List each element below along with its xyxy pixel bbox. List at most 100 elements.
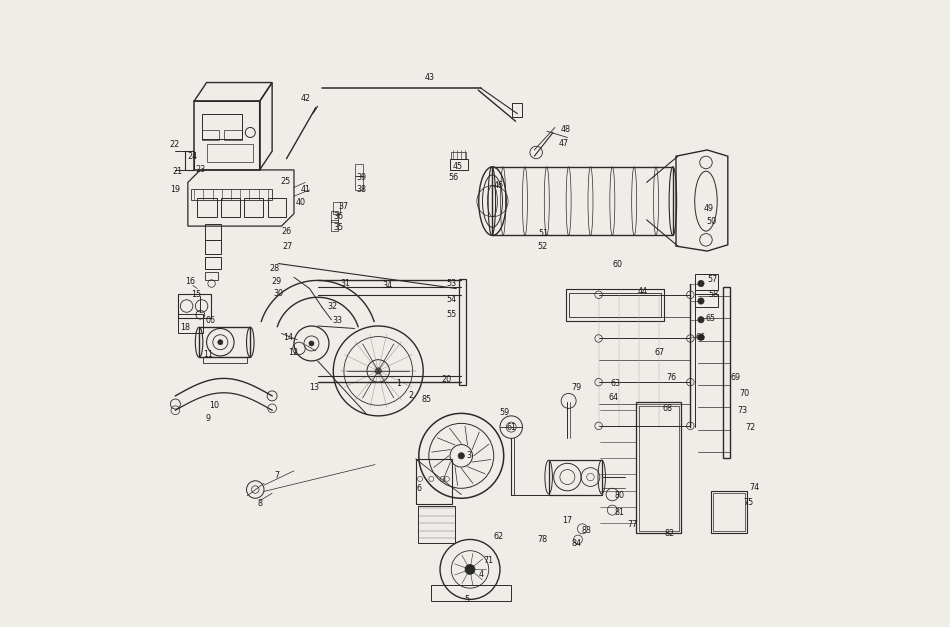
Text: 19: 19 xyxy=(170,186,180,194)
Bar xyxy=(355,176,363,190)
Bar xyxy=(333,203,339,214)
Text: 06: 06 xyxy=(206,317,216,325)
Text: 55: 55 xyxy=(446,310,457,319)
Text: 42: 42 xyxy=(300,93,311,103)
Bar xyxy=(565,288,664,321)
Text: 71: 71 xyxy=(484,556,494,564)
Text: 30: 30 xyxy=(274,289,283,298)
Text: 17: 17 xyxy=(562,516,573,525)
Circle shape xyxy=(698,280,704,287)
Text: 66: 66 xyxy=(696,333,706,342)
Bar xyxy=(221,198,239,217)
Bar xyxy=(332,220,337,231)
Bar xyxy=(332,211,337,222)
Circle shape xyxy=(465,564,475,574)
Text: 2: 2 xyxy=(408,391,414,401)
Circle shape xyxy=(218,340,223,345)
Text: 53: 53 xyxy=(446,279,457,288)
Text: 31: 31 xyxy=(340,279,351,288)
Bar xyxy=(205,257,221,268)
Bar xyxy=(431,585,511,601)
Text: 60: 60 xyxy=(613,260,622,270)
Text: 9: 9 xyxy=(205,414,210,423)
Circle shape xyxy=(698,298,704,304)
Bar xyxy=(569,293,661,317)
Bar xyxy=(201,130,219,140)
Text: 16: 16 xyxy=(184,277,195,285)
Bar xyxy=(713,493,745,530)
Bar xyxy=(416,459,452,504)
Text: 39: 39 xyxy=(356,173,367,182)
Text: 65: 65 xyxy=(706,314,716,323)
Text: 41: 41 xyxy=(300,186,311,194)
Text: 54: 54 xyxy=(446,295,457,304)
Text: 63: 63 xyxy=(611,379,620,388)
Text: 75: 75 xyxy=(743,497,753,507)
Text: 3: 3 xyxy=(466,451,471,460)
Circle shape xyxy=(309,341,314,346)
Bar xyxy=(203,357,247,364)
Text: 38: 38 xyxy=(356,186,367,194)
Text: 68: 68 xyxy=(662,404,673,413)
Text: 4: 4 xyxy=(479,570,484,579)
Text: 13: 13 xyxy=(309,382,319,392)
Bar xyxy=(549,460,601,495)
Text: 22: 22 xyxy=(169,140,180,149)
Text: 10: 10 xyxy=(209,401,219,411)
Text: 57: 57 xyxy=(707,275,717,283)
Text: 43: 43 xyxy=(425,73,434,82)
Text: 82: 82 xyxy=(665,529,674,538)
Text: 40: 40 xyxy=(295,198,305,207)
Text: 27: 27 xyxy=(282,241,293,251)
Text: 37: 37 xyxy=(339,202,349,211)
Bar xyxy=(200,327,250,357)
Text: 80: 80 xyxy=(615,492,625,500)
Text: 67: 67 xyxy=(655,348,664,357)
Text: 48: 48 xyxy=(560,125,571,134)
Bar xyxy=(205,241,221,254)
Text: 74: 74 xyxy=(750,483,760,492)
Bar xyxy=(638,406,679,530)
Bar xyxy=(191,189,272,200)
Bar xyxy=(198,198,218,217)
Text: 46: 46 xyxy=(494,181,504,190)
Bar xyxy=(451,152,466,159)
Text: 85: 85 xyxy=(421,395,431,404)
Text: 33: 33 xyxy=(332,317,343,325)
Text: 25: 25 xyxy=(280,177,291,186)
Text: 8: 8 xyxy=(257,499,262,508)
Text: 61: 61 xyxy=(506,423,516,431)
Text: 51: 51 xyxy=(539,229,549,238)
Text: 20: 20 xyxy=(442,374,452,384)
Text: 26: 26 xyxy=(281,226,292,236)
Bar xyxy=(355,164,363,176)
Circle shape xyxy=(375,368,381,374)
Text: 70: 70 xyxy=(740,389,750,398)
Text: 7: 7 xyxy=(275,472,279,480)
Bar xyxy=(179,293,211,319)
Text: 15: 15 xyxy=(191,290,201,299)
Text: 79: 79 xyxy=(571,382,581,392)
Bar xyxy=(460,279,466,385)
Text: 47: 47 xyxy=(559,139,569,148)
Text: 52: 52 xyxy=(538,241,547,251)
Bar xyxy=(205,272,218,280)
Text: 64: 64 xyxy=(609,393,618,403)
Text: 56: 56 xyxy=(448,173,458,182)
Text: 72: 72 xyxy=(746,423,756,431)
Text: 11: 11 xyxy=(203,350,213,359)
Text: 45: 45 xyxy=(453,162,464,171)
Text: 50: 50 xyxy=(706,216,716,226)
Text: 18: 18 xyxy=(180,323,190,332)
Text: 6: 6 xyxy=(416,484,421,493)
Text: 24: 24 xyxy=(188,152,198,161)
Bar xyxy=(636,402,681,533)
Circle shape xyxy=(458,453,465,459)
Text: 69: 69 xyxy=(731,372,741,382)
Text: 49: 49 xyxy=(704,204,714,213)
Bar xyxy=(450,159,467,170)
Text: 58: 58 xyxy=(709,290,718,299)
Text: 28: 28 xyxy=(269,264,279,273)
Circle shape xyxy=(698,317,704,323)
Text: 23: 23 xyxy=(196,166,205,174)
